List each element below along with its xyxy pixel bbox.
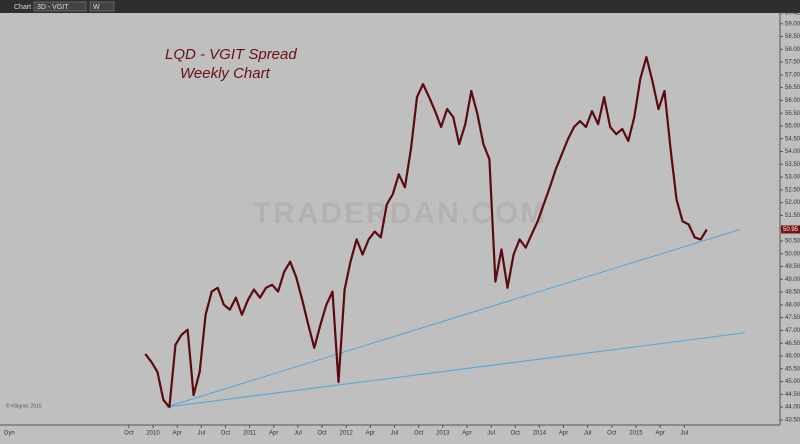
y-tick-label: 44.00: [785, 405, 800, 411]
y-tick-label: 58.50: [785, 34, 800, 40]
interval: W: [93, 4, 100, 11]
y-tick-label: 57.50: [785, 60, 800, 66]
y-tick-label: 47.00: [785, 328, 800, 334]
copyright: © eSignal, 2015: [6, 402, 42, 409]
y-tick-label: 55.00: [785, 124, 800, 130]
symbol-box[interactable]: [33, 1, 87, 12]
x-tick-label: Oct: [221, 431, 231, 437]
x-tick-label: 2012: [340, 431, 354, 437]
y-tick-label: 52.50: [785, 187, 800, 193]
x-tick-label: 2010: [146, 431, 160, 437]
watermark: TRADERDAN.COM: [253, 197, 547, 230]
line-series: [144, 55, 708, 409]
trendline: [165, 229, 741, 408]
x-tick-label: Jul: [294, 431, 302, 437]
y-tick-label: 56.50: [785, 85, 800, 91]
x-tick-label: Apr: [172, 431, 181, 437]
x-tick-label: Apr: [462, 431, 471, 437]
y-tick-label: 59.42: [785, 11, 800, 17]
y-tick-label: 55.50: [785, 111, 800, 117]
y-tick-label: 54.00: [785, 149, 800, 155]
x-tick-label: Jul: [487, 431, 495, 437]
x-tick-label: 2011: [243, 431, 257, 437]
window-title: Chart: [14, 4, 31, 11]
x-tick-label: Jul: [197, 431, 205, 437]
interval-box[interactable]: [89, 1, 115, 12]
x-tick-label: Jul: [584, 431, 592, 437]
y-tick-label: 46.00: [785, 354, 800, 360]
x-tick-label: 2014: [533, 431, 547, 437]
y-tick-label: 45.00: [785, 379, 800, 385]
toolbar: [0, 0, 800, 13]
x-tick-label: 2013: [436, 431, 450, 437]
chart-subtitle: Weekly Chart: [180, 65, 271, 82]
symbol: 3D - VGIT: [37, 4, 69, 11]
y-tick-label: 53.50: [785, 162, 800, 168]
last-price-box: [781, 225, 800, 234]
x-tick-label: Apr: [559, 431, 568, 437]
y-tick-label: 49.00: [785, 277, 800, 283]
y-tick-label: 47.50: [785, 315, 800, 321]
y-tick-label: 56.00: [785, 98, 800, 104]
chart-title: LQD - VGIT Spread: [165, 46, 297, 63]
y-tick-label: 52.00: [785, 200, 800, 206]
x-tick-label: Jul: [391, 431, 399, 437]
x-tick-label: Jul: [680, 431, 688, 437]
trendline: [165, 332, 746, 408]
last-price-label: 50.95: [783, 227, 799, 233]
x-tick-label: Oct: [124, 431, 134, 437]
y-tick-label: 57.00: [785, 72, 800, 78]
x-tick-label: Oct: [607, 431, 617, 437]
x-tick-label: Apr: [269, 431, 278, 437]
x-tick-label: Apr: [655, 431, 664, 437]
y-tick-label: 58.00: [785, 47, 800, 53]
y-tick-label: 50.00: [785, 251, 800, 257]
dyn-label: Dyn: [4, 431, 15, 437]
y-tick-label: 50.50: [785, 239, 800, 245]
y-tick-label: 43.50: [785, 417, 800, 423]
y-tick-label: 53.00: [785, 175, 800, 181]
x-tick-label: 2015: [629, 431, 643, 437]
y-tick-label: 44.50: [785, 392, 800, 398]
x-tick-label: Oct: [317, 431, 327, 437]
y-tick-label: 48.00: [785, 302, 800, 308]
y-tick-label: 54.50: [785, 136, 800, 142]
y-tick-label: 59.00: [785, 21, 800, 27]
y-tick-label: 51.50: [785, 213, 800, 219]
x-tick-label: Oct: [511, 431, 521, 437]
y-tick-label: 48.50: [785, 290, 800, 296]
x-tick-label: Oct: [414, 431, 424, 437]
y-tick-label: 46.50: [785, 341, 800, 347]
y-tick-label: 49.50: [785, 264, 800, 270]
x-tick-label: Apr: [366, 431, 375, 437]
y-tick-label: 45.50: [785, 366, 800, 372]
